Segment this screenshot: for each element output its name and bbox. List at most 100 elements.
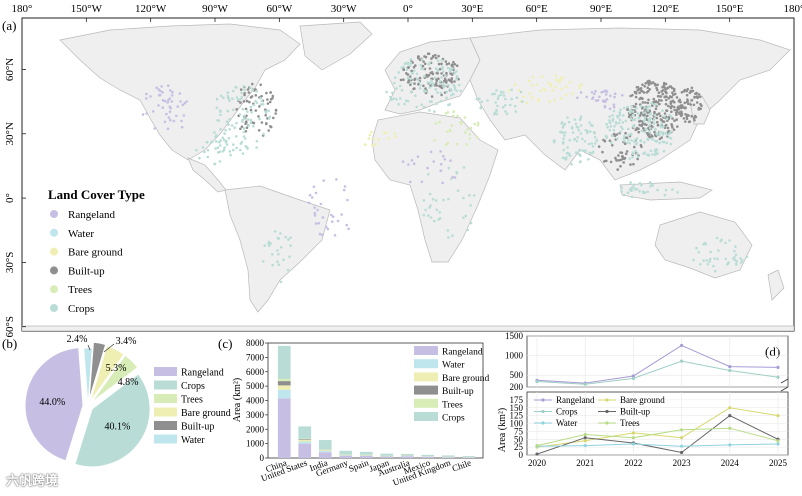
bar-y-ticks: 0 1000 2000 3000 4000 5000 6000 7000 8000 [246, 338, 268, 463]
land-cover-point-built-up [683, 101, 687, 105]
land-cover-point-rangeland [310, 196, 314, 199]
bar-segment-bare-ground [298, 440, 312, 442]
land-cover-point-bare-ground [539, 89, 543, 93]
land-cover-point-built-up [647, 83, 651, 86]
land-cover-point-built-up [611, 144, 614, 147]
land-cover-point-rangeland [343, 185, 347, 188]
axis-break-mark [780, 378, 789, 392]
land-cover-point-crops [745, 255, 749, 259]
land-cover-point-crops [475, 97, 479, 101]
land-cover-point-built-up [638, 123, 641, 127]
land-cover-point-built-up [697, 106, 701, 110]
land-cover-point-crops [616, 137, 619, 141]
land-cover-point-built-up [426, 75, 429, 78]
land-cover-point-crops [661, 109, 664, 112]
land-cover-point-bare-ground [560, 87, 563, 91]
land-cover-point-built-up [678, 112, 681, 115]
map-legend-marker-rangeland [50, 210, 58, 218]
land-cover-point-crops [724, 241, 727, 245]
land-cover-point-crops [255, 140, 259, 143]
land-cover-point-built-up [605, 159, 608, 163]
land-cover-point-crops [664, 188, 668, 192]
land-cover-point-bare-ground [371, 144, 374, 147]
land-cover-point-built-up [271, 94, 275, 98]
land-cover-point-crops [469, 221, 473, 225]
land-cover-point-crops [660, 122, 663, 125]
land-cover-point-built-up [443, 77, 447, 81]
pie-legend-label-crops: Crops [181, 381, 205, 392]
land-cover-point-crops [469, 204, 473, 207]
land-cover-point-crops [704, 242, 708, 246]
land-cover-point-crops [277, 263, 281, 267]
land-cover-point-built-up [418, 76, 422, 80]
land-cover-point-crops [239, 142, 243, 145]
land-cover-point-crops [412, 69, 416, 72]
land-cover-point-crops [610, 141, 613, 144]
line-y-tick-label: 1000 [505, 351, 524, 361]
land-cover-point-bare-ground [507, 89, 511, 92]
land-cover-point-crops [282, 258, 285, 262]
land-cover-point-crops [420, 58, 424, 61]
land-cover-point-crops [222, 138, 226, 142]
land-cover-point-built-up [651, 104, 654, 107]
map-legend-label-bare-ground: Bare ground [68, 247, 123, 259]
land-cover-point-built-up [266, 102, 270, 105]
land-cover-point-rangeland [175, 114, 178, 118]
line-point-bare-ground [728, 406, 732, 410]
land-cover-point-rangeland [169, 107, 172, 110]
land-cover-point-crops [552, 140, 556, 144]
land-cover-point-crops [499, 93, 503, 97]
land-cover-point-built-up [617, 154, 620, 157]
land-cover-point-crops [415, 77, 419, 80]
land-cover-point-crops [418, 87, 422, 90]
land-cover-point-crops [419, 83, 422, 87]
land-cover-point-built-up [669, 102, 673, 105]
land-cover-point-crops [437, 218, 440, 221]
bar-segment-rangeland [277, 398, 291, 458]
land-cover-point-crops [225, 143, 229, 146]
pie-slices [24, 341, 151, 468]
map-x-tick-label: 120°W [135, 3, 167, 15]
land-cover-point-crops [211, 140, 214, 143]
line-y-tick-label: 200 [510, 382, 524, 392]
land-cover-point-crops [232, 143, 235, 146]
land-cover-point-rangeland [163, 120, 167, 124]
bar-y-tick-label: 4000 [246, 396, 265, 406]
land-cover-point-rangeland [317, 221, 321, 225]
map-legend-label-water: Water [68, 228, 94, 240]
land-cover-point-built-up [254, 94, 258, 97]
land-cover-point-built-up [269, 97, 273, 101]
land-cover-point-crops [435, 208, 439, 211]
land-cover-point-crops [495, 112, 499, 116]
land-cover-point-built-up [447, 62, 451, 65]
land-cover-point-bare-ground [564, 93, 568, 97]
land-cover-point-crops [267, 242, 271, 245]
land-cover-point-crops [225, 139, 228, 143]
watermark: 六帆跨境 [6, 474, 59, 489]
land-cover-point-crops [409, 64, 412, 67]
land-cover-point-crops [494, 101, 498, 104]
line-legend-label-water: Water [556, 418, 577, 428]
land-cover-point-crops [643, 130, 647, 134]
land-cover-point-crops [255, 89, 259, 93]
land-cover-point-crops [288, 255, 291, 258]
land-cover-point-built-up [652, 97, 656, 101]
land-cover-point-crops [702, 242, 705, 246]
land-cover-point-crops [205, 141, 209, 144]
land-cover-point-built-up [435, 79, 439, 82]
land-cover-point-crops [566, 116, 569, 119]
line-point-crops [631, 376, 636, 380]
land-cover-point-crops [228, 118, 231, 121]
line-point-bare-ground [631, 431, 636, 435]
panel-label-b: (b) [2, 336, 17, 351]
land-cover-point-crops [394, 76, 397, 79]
land-cover-point-crops [619, 125, 623, 129]
land-cover-point-rangeland [576, 96, 579, 100]
bar-segment-trees [277, 378, 291, 382]
land-cover-point-built-up [597, 145, 601, 148]
land-cover-point-bare-ground [559, 77, 562, 81]
land-cover-point-crops [642, 111, 645, 114]
land-cover-point-built-up [647, 98, 650, 102]
land-cover-point-built-up [603, 160, 606, 163]
